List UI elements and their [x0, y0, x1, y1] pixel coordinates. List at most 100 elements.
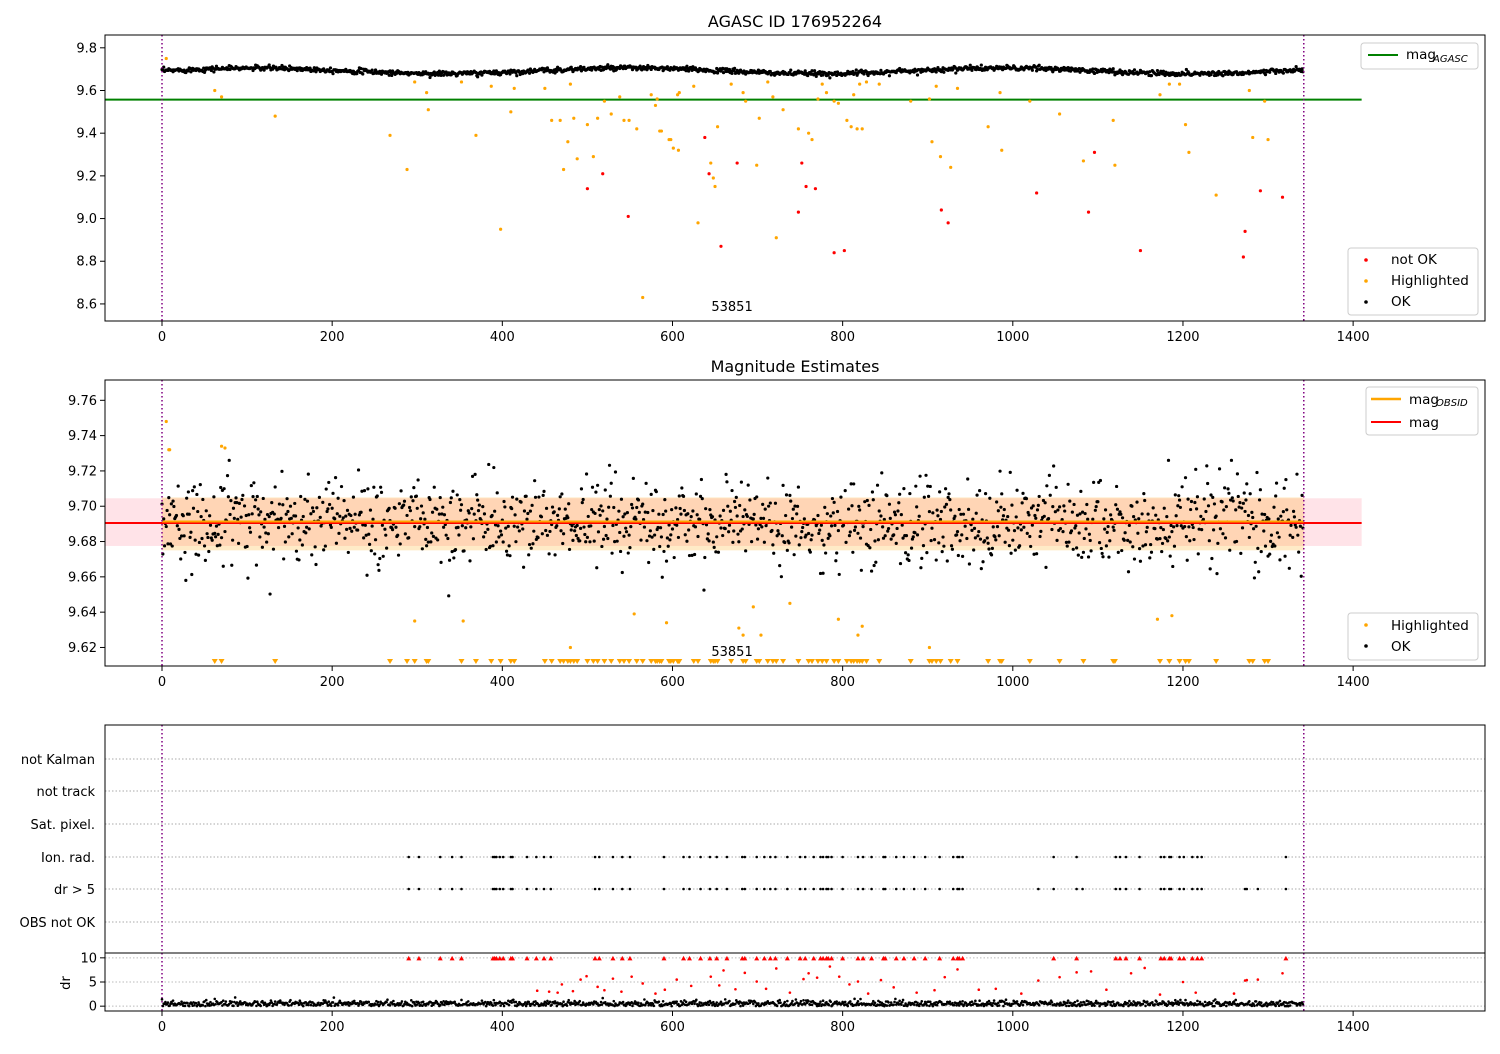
ok-point	[799, 536, 803, 540]
dr-ok-point	[894, 997, 897, 1001]
ok-point	[1267, 517, 1271, 521]
ok-point	[600, 65, 604, 69]
ok-point	[1035, 508, 1040, 512]
ok-point	[731, 540, 735, 544]
ok-point	[998, 469, 1002, 473]
ok-point	[711, 540, 715, 544]
ok-point	[1155, 537, 1160, 541]
ok-point	[490, 513, 494, 518]
dr-ok-point	[821, 999, 825, 1003]
y-tick-label: 9.62	[68, 641, 97, 656]
not-ok-point	[1138, 248, 1143, 253]
ok-point	[1191, 525, 1195, 530]
highlighted-point	[934, 84, 938, 88]
dr-ok-point	[565, 1004, 569, 1007]
ok-point	[288, 504, 293, 508]
highlighted-triangle-marker	[831, 659, 838, 664]
ok-point	[1092, 480, 1096, 484]
ok-point	[1141, 544, 1145, 548]
ok-point	[1211, 528, 1216, 532]
dr-ok-point	[1066, 999, 1070, 1002]
highlighted-triangle-marker	[584, 659, 591, 664]
ok-point	[693, 552, 697, 557]
ok-point	[1194, 467, 1198, 471]
dr-ok-point	[693, 1002, 696, 1006]
ok-point	[1162, 506, 1166, 510]
ok-point	[249, 483, 253, 488]
ok-point	[615, 539, 619, 543]
ok-point	[788, 493, 792, 497]
ok-point	[494, 540, 498, 544]
dr-large-point	[603, 988, 606, 992]
ok-point	[854, 68, 858, 72]
ok-point	[336, 496, 340, 500]
ok-point	[504, 549, 509, 553]
ok-point	[1051, 505, 1055, 509]
highlighted-triangle-marker	[1249, 659, 1256, 664]
ok-point	[1043, 501, 1047, 505]
ok-point	[539, 515, 544, 519]
ok-point	[643, 510, 647, 514]
ok-point	[476, 509, 481, 513]
ok-point	[430, 510, 435, 514]
ok-point	[789, 68, 793, 72]
highlighted-triangle-marker	[511, 659, 518, 664]
ok-point	[723, 526, 727, 531]
ok-point	[1126, 570, 1131, 574]
ok-point	[944, 502, 949, 506]
flag-point-dr-gt-5	[786, 887, 789, 891]
ok-point	[349, 513, 353, 518]
ok-point	[668, 538, 672, 542]
ok-point	[1274, 481, 1279, 485]
ok-point	[482, 512, 487, 516]
ok-point	[1186, 497, 1190, 501]
dr-clipped-marker	[956, 955, 962, 961]
highlighted-point	[820, 82, 824, 86]
flag-point-dr-gt-5	[498, 887, 502, 891]
ok-point	[176, 484, 180, 488]
ok-point	[829, 514, 833, 518]
ok-point	[1118, 510, 1122, 514]
ok-point	[1084, 527, 1088, 531]
ok-point	[296, 526, 300, 530]
ok-point	[189, 530, 193, 534]
ok-point	[403, 532, 407, 536]
ok-point	[896, 509, 900, 513]
dr-ok-point	[297, 1003, 301, 1007]
dr-ok-point	[964, 1001, 968, 1005]
dr-ok-point	[1189, 1000, 1192, 1004]
highlighted-point	[223, 446, 227, 450]
ok-point	[1132, 68, 1137, 72]
ok-point	[1258, 488, 1262, 492]
dr-ok-point	[375, 1003, 379, 1006]
dr-ok-point	[442, 999, 445, 1003]
ok-point	[617, 509, 621, 513]
flag-point-dr-gt-5	[740, 887, 744, 891]
dr-ok-point	[502, 1004, 506, 1008]
legend-status: Highlighted OK	[1347, 612, 1479, 661]
dr-ok-point	[657, 1000, 661, 1003]
ok-point	[777, 532, 781, 536]
highlighted-triangle-marker	[1265, 659, 1272, 664]
ok-point	[895, 526, 899, 531]
ok-point	[893, 513, 897, 517]
ok-point	[1107, 555, 1111, 559]
ok-point	[548, 529, 552, 534]
ok-point	[179, 534, 184, 538]
ok-point	[1208, 567, 1212, 571]
ok-point	[189, 70, 193, 74]
dr-ok-point	[961, 999, 964, 1003]
ok-point	[804, 533, 808, 537]
flag-point-dr-gt-5	[1159, 887, 1163, 891]
highlighted-point	[855, 127, 859, 131]
ok-point	[474, 70, 478, 75]
ok-point	[1128, 540, 1132, 544]
not-ok-point	[719, 244, 723, 248]
ok-point	[446, 536, 450, 541]
ok-point	[1281, 71, 1285, 75]
ok-point	[1080, 555, 1084, 559]
ok-point	[1300, 67, 1304, 71]
ok-point	[674, 506, 678, 510]
dr-large-point	[977, 988, 981, 992]
flag-point-ion-rad	[1284, 855, 1288, 859]
